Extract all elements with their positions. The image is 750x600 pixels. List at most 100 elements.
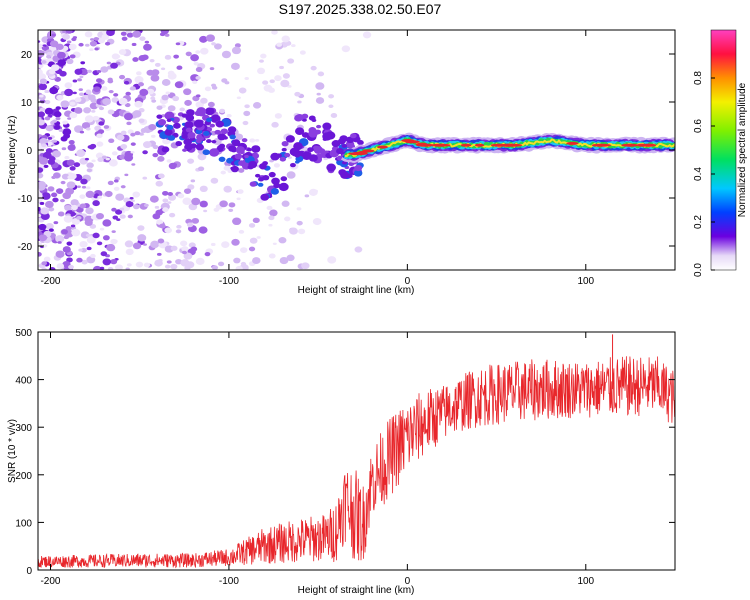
spectrogram-dot (271, 121, 279, 128)
spectrogram-dot (74, 97, 82, 103)
colorbar-label: Normalized spectral amplitude (737, 82, 748, 217)
spectrogram-dot (124, 173, 129, 177)
spectrogram-dot (167, 192, 174, 196)
spectrogram-dot (69, 54, 76, 59)
spectrogram-dot (96, 241, 103, 246)
spectrogram-dot (199, 200, 208, 208)
spectrogram-dot (220, 170, 226, 175)
spectrogram-dot (78, 42, 84, 47)
spectrogram-dot (231, 238, 240, 246)
spectrogram-dot (278, 182, 289, 192)
spectrogram-dot (211, 42, 217, 46)
spectrogram-dot (273, 182, 281, 189)
spectrogram-dot (40, 212, 50, 221)
spectrogram-dot (84, 115, 94, 123)
spectrogram-dot (44, 89, 50, 94)
spectrogram-dot (79, 130, 85, 134)
spectrogram-dot (102, 235, 110, 241)
spectrogram-dot (130, 142, 136, 146)
spectrogram-dot (279, 256, 289, 265)
spectrogram-dot (228, 208, 234, 212)
spectrogram-dot (38, 83, 48, 91)
colorbar-axes: 0.0 0.2 0.4 0.6 0.8 (693, 71, 715, 277)
spectrogram-dot (123, 112, 134, 121)
spectrogram-dot (195, 257, 205, 265)
spectrogram-dot (183, 252, 193, 260)
spectrogram-dot (269, 159, 274, 163)
spectrogram-dot (241, 138, 248, 143)
spectrogram-ytick-label: 0 (26, 146, 32, 157)
spectrogram-dot (155, 180, 164, 187)
spectrogram-dot (79, 194, 86, 199)
spectrogram-dot (119, 207, 125, 211)
spectrogram-dot (210, 177, 219, 184)
spectrogram-dot (64, 217, 71, 222)
spectrogram-dot (89, 40, 98, 47)
spectrogram-dot (52, 197, 59, 203)
spectrogram-dot (76, 149, 86, 157)
spectrogram-dot (71, 228, 81, 237)
spectrogram-dot (123, 80, 130, 85)
spectrogram-dot (161, 94, 169, 101)
spectrogram-dot (156, 114, 163, 119)
spectrogram-dot (281, 140, 289, 147)
colorbar-tick-label: 0.6 (693, 119, 704, 133)
spectrogram-dot (115, 264, 123, 270)
spectrogram-dot (108, 138, 115, 144)
snr-ytick-label: 100 (15, 518, 32, 529)
spectrogram-dot (78, 248, 83, 252)
spectrogram-dot (79, 203, 87, 209)
spectrogram-dot (77, 78, 82, 82)
spectrogram-dot (79, 240, 88, 248)
spectrogram-dot (266, 205, 273, 211)
spectrogram-dot (139, 36, 146, 41)
spectrogram-dot (53, 221, 59, 225)
spectrogram-dot (102, 258, 112, 266)
spectrogram-dot (85, 190, 95, 199)
spectrogram-dot (81, 122, 91, 129)
spectrogram-dot (162, 198, 169, 203)
spectrogram-dot (203, 209, 208, 213)
spectrogram-dot (164, 264, 171, 269)
spectrogram-dot (270, 188, 279, 195)
spectrogram-dot (70, 224, 76, 228)
spectrogram-dot (39, 201, 45, 205)
spectrogram-dot (185, 127, 193, 133)
spectrogram-dot (41, 261, 48, 266)
spectrogram-dot (215, 120, 224, 128)
spectrogram-dot (78, 88, 84, 92)
spectrogram-dot (183, 188, 192, 194)
spectrogram-dot (248, 223, 256, 228)
spectrogram-dot (236, 197, 241, 201)
spectrogram-dot (244, 104, 250, 109)
spectrogram-ytick-label: 20 (21, 50, 33, 61)
spectrogram-dot (104, 41, 111, 46)
spectrogram-dot (186, 109, 195, 117)
spectrogram-dot (191, 217, 200, 224)
spectrogram-dot (172, 95, 180, 102)
spectrogram-dot (167, 135, 176, 141)
spectrogram-dot (72, 91, 77, 95)
spectrogram-dot (238, 229, 245, 234)
spectrogram-dot (39, 157, 49, 165)
spectrogram-peak (591, 143, 612, 147)
spectrogram-dot (61, 173, 70, 180)
spectrogram-dot (67, 117, 72, 120)
spectrogram-dot (166, 124, 174, 131)
spectrogram-peak (430, 143, 451, 147)
spectrogram-dot (236, 96, 242, 100)
spectrogram-dot (63, 235, 70, 240)
spectrogram-dot (60, 100, 70, 108)
spectrogram-dot (157, 238, 165, 244)
spectrogram-dot (134, 76, 144, 84)
spectrogram-dot (232, 217, 242, 226)
spectrogram-dot (240, 261, 247, 266)
spectrogram-dot (235, 265, 243, 270)
spectrogram-dot (157, 156, 165, 162)
colorbar-tick-label: 0.8 (693, 71, 704, 85)
spectrogram-dot (124, 153, 134, 162)
spectrogram-dot (239, 150, 245, 155)
spectrogram-dot (246, 147, 253, 152)
spectrogram-dot (357, 140, 364, 146)
spectrogram-dot (44, 107, 54, 115)
